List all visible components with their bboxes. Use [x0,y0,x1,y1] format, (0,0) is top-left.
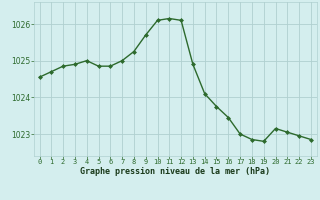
X-axis label: Graphe pression niveau de la mer (hPa): Graphe pression niveau de la mer (hPa) [80,167,270,176]
